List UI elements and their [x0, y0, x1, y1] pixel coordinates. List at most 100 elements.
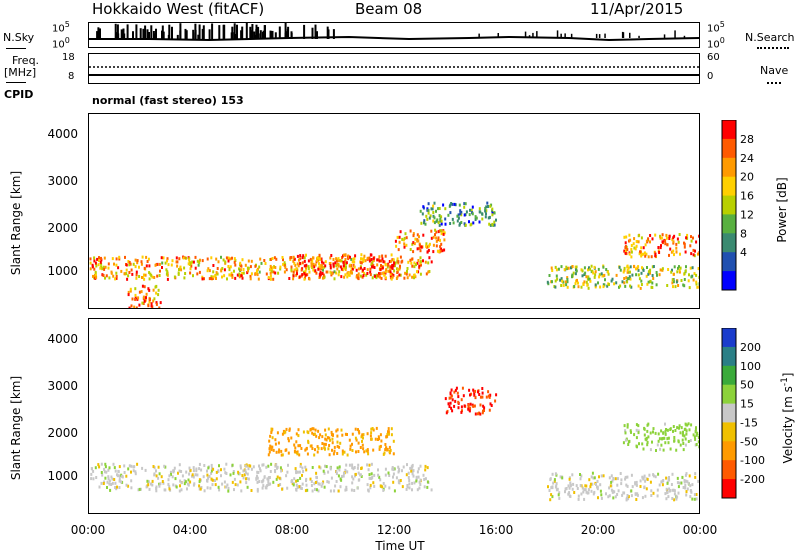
velocity-cell: [624, 477, 627, 481]
velocity-cell: [227, 486, 230, 490]
velocity-cell: [337, 489, 340, 493]
velocity-cell: [258, 480, 261, 483]
velocity-cell: [256, 489, 259, 493]
power-yaxis: Slant Range [km] 4000 3000 2000 1000: [9, 127, 78, 278]
nsky-bar: [497, 33, 499, 38]
power-cell: [259, 257, 262, 261]
velocity-cell: [127, 467, 130, 471]
velocity-cell: [633, 433, 636, 437]
velocity-cell: [687, 481, 690, 485]
velocity-cell: [649, 480, 652, 484]
velocity-cell: [596, 479, 599, 483]
velocity-cell: [277, 483, 280, 487]
power-cell: [363, 254, 366, 258]
velocity-cell: [168, 487, 171, 491]
velocity-cell: [299, 444, 302, 448]
velocity-cell: [341, 475, 343, 479]
velocity-cell: [664, 492, 667, 496]
nsky-bar: [99, 28, 101, 39]
power-cell: [427, 211, 430, 215]
nsky-bar: [185, 30, 188, 39]
velocity-cell: [368, 473, 371, 477]
velocity-cell: [693, 435, 696, 439]
power-cell: [94, 261, 97, 265]
velocity-cell: [127, 484, 130, 488]
power-cell: [207, 267, 210, 271]
velocity-cell: [302, 470, 305, 473]
power-cell: [640, 253, 643, 257]
velocity-cell: [250, 467, 253, 471]
power-cell: [606, 270, 609, 274]
velocity-cell: [388, 486, 391, 490]
power-cell: [138, 303, 141, 307]
velocity-cell: [317, 429, 320, 433]
velocity-cell: [158, 482, 161, 486]
power-cell: [627, 266, 630, 270]
power-cell: [435, 244, 438, 248]
power-cell: [436, 218, 439, 222]
velocity-cell: [333, 489, 336, 493]
velocity-cell: [413, 481, 416, 485]
velocity-cell: [377, 468, 379, 472]
date-title: 11/Apr/2015: [590, 0, 684, 18]
power-cell: [562, 280, 565, 284]
velocity-cell: [481, 387, 484, 390]
time-tick-label: 00:00: [71, 523, 106, 537]
velocity-cell: [627, 495, 630, 499]
power-cell: [567, 266, 570, 270]
velocity-cell: [298, 453, 301, 457]
velocity-cell: [617, 489, 620, 493]
power-cell: [123, 272, 126, 276]
velocity-cell: [326, 480, 329, 484]
velocity-cbar-swatch: [722, 384, 736, 405]
velocity-cbar-tick: -15: [740, 416, 758, 429]
velocity-cell: [450, 388, 453, 392]
power-cell: [418, 243, 421, 247]
velocity-cell: [600, 496, 603, 500]
power-cell: [201, 259, 204, 263]
power-cell: [489, 223, 492, 227]
velocity-cell: [620, 478, 623, 482]
power-cbar-swatch: [722, 195, 736, 215]
velocity-cell: [467, 403, 470, 407]
power-cell: [417, 270, 420, 274]
velocity-cell: [212, 467, 215, 471]
power-cell: [485, 212, 487, 216]
power-cell: [644, 243, 647, 247]
power-cell: [364, 259, 367, 263]
power-cell: [628, 275, 631, 279]
power-cell: [318, 257, 321, 261]
velocity-cell: [220, 468, 222, 472]
velocity-cell: [218, 464, 220, 468]
velocity-cell: [217, 470, 220, 473]
velocity-cell: [581, 486, 584, 490]
power-cell: [659, 246, 662, 250]
power-cell: [412, 232, 415, 236]
velocity-cell: [652, 430, 654, 434]
velocity-cell: [336, 452, 339, 455]
power-cell: [238, 267, 240, 271]
velocity-cell: [338, 465, 341, 469]
power-cell: [269, 264, 272, 268]
velocity-cell: [315, 488, 318, 492]
power-cell: [371, 260, 374, 264]
velocity-cell: [377, 438, 379, 441]
velocity-cell: [100, 471, 103, 474]
velocity-cell: [412, 469, 415, 473]
velocity-cell: [155, 474, 158, 478]
velocity-cell: [481, 391, 484, 395]
power-cell: [254, 272, 257, 276]
power-cell: [159, 269, 161, 273]
power-cell: [624, 245, 627, 248]
power-cell: [651, 286, 654, 289]
power-cell: [366, 256, 369, 260]
power-cell: [678, 270, 681, 274]
power-cell: [308, 270, 311, 274]
velocity-cell: [406, 463, 408, 467]
nsky-right-tick-bottom: 100: [707, 36, 725, 51]
velocity-cell: [345, 488, 348, 492]
velocity-cell: [161, 480, 164, 483]
power-cell: [451, 202, 454, 206]
velocity-cell: [314, 428, 317, 432]
velocity-cell: [387, 430, 390, 434]
